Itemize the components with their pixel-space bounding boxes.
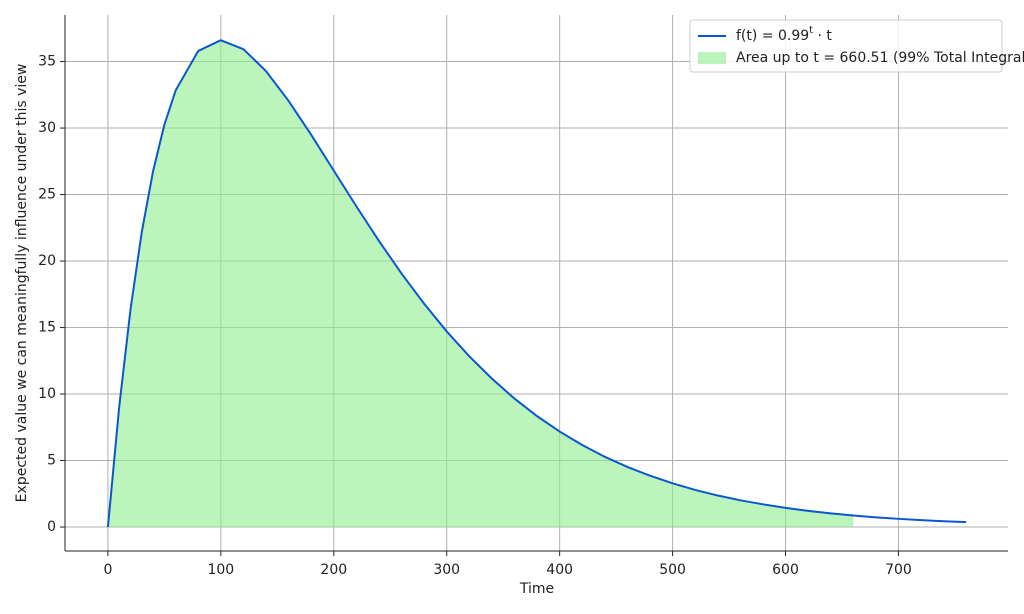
x-tick-label: 600 (772, 562, 799, 578)
x-tick-label: 400 (546, 562, 573, 578)
line (106, 39, 967, 528)
y-tick-label: 35 (38, 54, 56, 70)
y-tick-label: 0 (47, 519, 56, 535)
legend-label: Area up to t = 660.51 (99% Total Integra… (736, 50, 1024, 66)
y-tick-label: 5 (47, 453, 56, 469)
area (107, 40, 854, 528)
x-tick-label: 500 (659, 562, 686, 578)
y-tick-label: 15 (38, 320, 56, 336)
x-tick-label: 100 (207, 562, 234, 578)
x-tick-label: 200 (320, 562, 347, 578)
y-tick-label: 30 (38, 120, 56, 136)
y-axis-label: Expected value we can meaningfully influ… (14, 64, 30, 503)
legend-swatch (698, 52, 726, 64)
y-tick-label: 25 (38, 187, 56, 203)
legend (689, 19, 1003, 73)
x-tick-label: 300 (433, 562, 460, 578)
x-tick-label: 0 (103, 562, 112, 578)
legend-label: f(t) = 0.99t · t (736, 25, 832, 44)
x-tick-label: 700 (885, 562, 912, 578)
x-axis-label: Time (519, 581, 554, 597)
y-tick-label: 10 (38, 386, 56, 402)
y-tick-label: 20 (38, 253, 56, 269)
